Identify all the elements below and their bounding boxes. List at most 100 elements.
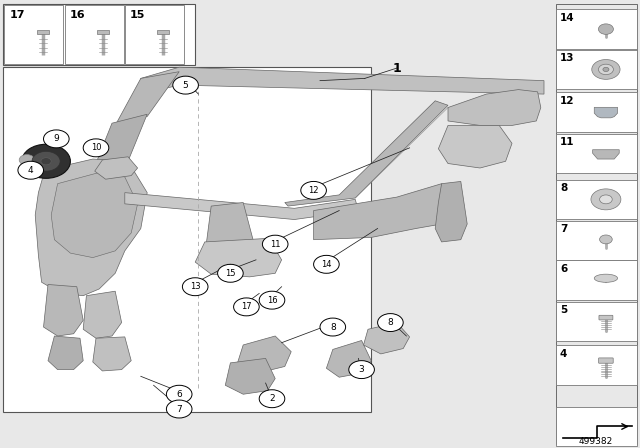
Polygon shape [326, 340, 371, 377]
Text: 15: 15 [225, 269, 236, 278]
Text: 13: 13 [560, 53, 575, 63]
Circle shape [314, 255, 339, 273]
Text: 17: 17 [241, 302, 252, 311]
Circle shape [591, 189, 621, 210]
Text: 3: 3 [359, 365, 364, 374]
FancyBboxPatch shape [556, 345, 637, 385]
FancyBboxPatch shape [556, 302, 637, 341]
Text: 6: 6 [177, 390, 182, 399]
Circle shape [378, 314, 403, 332]
Text: 11: 11 [560, 137, 575, 147]
FancyBboxPatch shape [556, 134, 637, 173]
Polygon shape [95, 157, 138, 179]
Circle shape [600, 235, 612, 244]
Circle shape [259, 390, 285, 408]
Text: 14: 14 [560, 13, 575, 23]
FancyBboxPatch shape [556, 4, 637, 444]
Text: 14: 14 [321, 260, 332, 269]
Text: 15: 15 [130, 10, 145, 20]
Polygon shape [435, 181, 467, 242]
Circle shape [166, 400, 192, 418]
Circle shape [22, 144, 70, 178]
Text: 11: 11 [270, 240, 280, 249]
Circle shape [83, 139, 109, 157]
Polygon shape [448, 90, 541, 125]
FancyBboxPatch shape [556, 9, 637, 49]
Polygon shape [364, 323, 410, 354]
FancyBboxPatch shape [157, 30, 169, 34]
Text: 8: 8 [560, 183, 567, 193]
FancyBboxPatch shape [4, 5, 63, 64]
Circle shape [32, 151, 60, 171]
Polygon shape [115, 72, 179, 125]
Text: 16: 16 [267, 296, 277, 305]
FancyBboxPatch shape [3, 67, 371, 412]
Polygon shape [225, 358, 275, 394]
Circle shape [598, 24, 613, 34]
Polygon shape [51, 172, 138, 258]
Text: 16: 16 [70, 10, 85, 20]
Polygon shape [83, 291, 122, 338]
Circle shape [44, 130, 69, 148]
Text: 10: 10 [91, 143, 101, 152]
FancyBboxPatch shape [599, 315, 613, 320]
Polygon shape [141, 67, 544, 94]
Text: 5: 5 [560, 305, 567, 315]
Circle shape [600, 195, 612, 204]
Polygon shape [44, 284, 83, 336]
Circle shape [349, 361, 374, 379]
Circle shape [592, 60, 620, 79]
Polygon shape [125, 193, 358, 220]
Polygon shape [593, 150, 620, 159]
Polygon shape [48, 336, 83, 370]
FancyBboxPatch shape [556, 260, 637, 300]
Polygon shape [93, 337, 131, 371]
Circle shape [598, 64, 613, 75]
Circle shape [218, 264, 243, 282]
Polygon shape [93, 114, 147, 171]
Text: 17: 17 [10, 10, 25, 20]
Circle shape [173, 76, 198, 94]
FancyBboxPatch shape [556, 50, 637, 89]
Text: 7: 7 [560, 224, 568, 234]
Polygon shape [285, 101, 448, 206]
Text: 4: 4 [28, 166, 33, 175]
Text: 2: 2 [269, 394, 275, 403]
Polygon shape [35, 159, 147, 296]
FancyBboxPatch shape [97, 30, 109, 34]
Text: 499382: 499382 [579, 437, 613, 446]
Polygon shape [237, 336, 291, 373]
FancyBboxPatch shape [598, 358, 613, 363]
Polygon shape [314, 184, 445, 240]
FancyBboxPatch shape [3, 4, 195, 65]
Polygon shape [438, 125, 512, 168]
Text: 8: 8 [388, 318, 393, 327]
Text: 12: 12 [308, 186, 319, 195]
FancyBboxPatch shape [37, 30, 49, 34]
Circle shape [19, 155, 35, 165]
Circle shape [182, 278, 208, 296]
Circle shape [259, 291, 285, 309]
Text: 13: 13 [190, 282, 200, 291]
FancyBboxPatch shape [556, 221, 637, 260]
Text: 6: 6 [560, 264, 567, 274]
FancyBboxPatch shape [556, 408, 637, 445]
Polygon shape [205, 202, 256, 271]
FancyBboxPatch shape [556, 92, 637, 132]
Circle shape [301, 181, 326, 199]
Polygon shape [195, 238, 282, 277]
Circle shape [234, 298, 259, 316]
Polygon shape [595, 108, 618, 118]
Ellipse shape [595, 274, 618, 282]
Circle shape [320, 318, 346, 336]
FancyBboxPatch shape [65, 5, 124, 64]
Circle shape [41, 158, 51, 165]
Circle shape [166, 385, 192, 403]
Text: 9: 9 [54, 134, 59, 143]
FancyBboxPatch shape [125, 5, 184, 64]
Text: 7: 7 [177, 405, 182, 414]
Circle shape [18, 161, 44, 179]
Text: 12: 12 [560, 96, 575, 106]
Text: 8: 8 [330, 323, 335, 332]
FancyBboxPatch shape [556, 180, 637, 219]
